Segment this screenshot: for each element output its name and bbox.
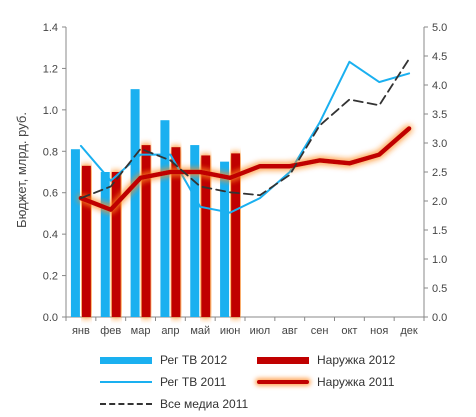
y2-tick-label: 0.5 xyxy=(432,283,447,295)
x-tick-label: авг xyxy=(282,325,298,337)
legend-label: Рег ТВ 2012 xyxy=(160,353,228,367)
y2-tick-label: 3.0 xyxy=(432,138,447,150)
line-vse-media-2011 xyxy=(80,58,410,200)
y2-tick-label: 0.0 xyxy=(432,312,447,324)
plot-area: 0.0 0.2 0.4 0.6 0.8 1.0 1.2 1.4 0.0 0.5 1.0 1.5 2.0 2… xyxy=(43,22,448,337)
legend-item-naruzhka-2012: Наружка 2012 xyxy=(257,351,395,369)
x-tick-label: май xyxy=(190,325,210,337)
legend: Рег ТВ 2012 Наружка 2012 Рег ТВ 2011 Нар… xyxy=(0,348,476,417)
y2-tick-label: 2.0 xyxy=(432,196,447,208)
legend-label: Наружка 2011 xyxy=(317,375,395,389)
legend-swatch-reg-tv-2012 xyxy=(100,356,152,364)
legend-swatch-vse-media-2011 xyxy=(100,403,152,405)
y2-tick-label: 4.5 xyxy=(432,51,447,63)
x-tick-label: июн xyxy=(220,325,240,337)
legend-item-reg-tv-2012: Рег ТВ 2012 xyxy=(100,351,227,369)
x-tick-label: июл xyxy=(250,325,271,337)
legend-swatch-naruzhka-2012 xyxy=(257,356,309,364)
y2-tick-label: 2.5 xyxy=(432,167,447,179)
bar-naruzhka-2012 xyxy=(111,172,121,317)
bar-naruzhka-2012 xyxy=(171,147,181,317)
x-tick-label: мар xyxy=(131,325,151,337)
bar-reg-tv-2012 xyxy=(160,120,170,317)
y-tick-label: 0.6 xyxy=(43,188,58,200)
bar-naruzhka-2012 xyxy=(231,153,241,317)
legend-item-reg-tv-2011: Рег ТВ 2011 xyxy=(100,373,226,391)
x-tick-label: дек xyxy=(400,325,418,337)
line-naruzhka-2011 xyxy=(78,126,412,212)
legend-swatch-naruzhka-2011 xyxy=(257,380,309,384)
y-axis-label: Бюджет, млрд. руб. xyxy=(14,112,29,228)
y-tick-label: 1.0 xyxy=(43,105,58,117)
bar-reg-tv-2012 xyxy=(130,89,140,318)
line-reg-tv-2011 xyxy=(79,60,411,214)
bar-reg-tv-2012 xyxy=(190,145,200,317)
bar-naruzhka-2012 xyxy=(81,165,91,317)
y2-tick-label: 5.0 xyxy=(432,22,447,34)
y-tick-label: 0.4 xyxy=(43,229,58,241)
bar-reg-tv-2012 xyxy=(220,161,230,317)
y2-tick-label: 1.0 xyxy=(432,254,447,266)
chart: 0.0 0.2 0.4 0.6 0.8 1.0 1.2 1.4 0.0 0.5 1.0 1.5 2.0 2… xyxy=(14,22,448,337)
legend-swatch-reg-tv-2011 xyxy=(100,381,152,383)
legend-label: Все медиа 2011 xyxy=(160,397,249,411)
bar-reg-tv-2012 xyxy=(70,149,80,317)
x-tick-label: фев xyxy=(100,325,121,337)
legend-label: Наружка 2012 xyxy=(317,353,396,367)
x-tick-label: ноя xyxy=(370,325,388,337)
y-tick-label: 0.8 xyxy=(43,146,58,158)
x-tick-label: сен xyxy=(311,325,329,337)
x-tick-label: окт xyxy=(341,325,357,337)
legend-item-naruzhka-2011: Наружка 2011 xyxy=(257,373,394,391)
y2-tick-label: 1.5 xyxy=(432,225,447,237)
y-tick-label: 0.2 xyxy=(43,271,58,283)
y2-tick-label: 3.5 xyxy=(432,109,447,121)
y2-tick-label: 4.0 xyxy=(432,80,447,92)
x-tick-label: апр xyxy=(161,325,179,337)
y-tick-label: 1.2 xyxy=(43,63,58,75)
bar-reg-tv-2012 xyxy=(100,172,110,317)
bar-naruzhka-2012 xyxy=(201,155,211,317)
y-tick-label: 1.4 xyxy=(43,22,58,34)
legend-item-vse-media-2011: Все медиа 2011 xyxy=(100,395,248,413)
y-tick-label: 0.0 xyxy=(43,312,58,324)
bar-naruzhka-2012 xyxy=(141,145,151,317)
x-tick-label: янв xyxy=(72,325,90,337)
legend-label: Рег ТВ 2011 xyxy=(160,375,227,389)
